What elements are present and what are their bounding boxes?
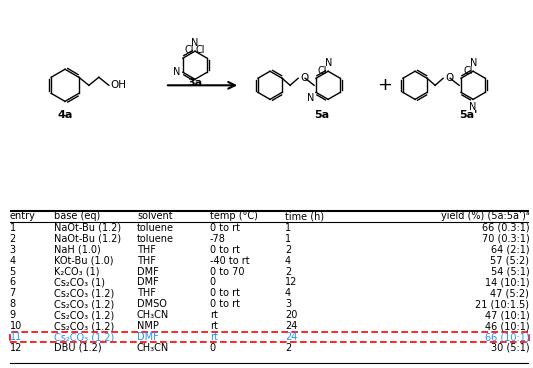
Text: 66 (0.3:1): 66 (0.3:1) — [482, 223, 529, 233]
Text: N: N — [173, 67, 180, 77]
Text: 2: 2 — [285, 266, 291, 276]
Text: DBU (1.2): DBU (1.2) — [54, 343, 101, 353]
Text: 4: 4 — [285, 289, 291, 298]
Text: entry: entry — [10, 211, 36, 222]
Text: 70 (0.3:1): 70 (0.3:1) — [481, 234, 529, 244]
Text: yield (%) (5a:5a’)ᵃ: yield (%) (5a:5a’)ᵃ — [441, 211, 529, 222]
Text: Cs₂CO₃ (1.2): Cs₂CO₃ (1.2) — [54, 289, 114, 298]
Text: toluene: toluene — [137, 234, 174, 244]
Text: DMF: DMF — [137, 332, 159, 342]
Text: O: O — [445, 73, 454, 83]
Text: THF: THF — [137, 289, 156, 298]
Text: time (h): time (h) — [285, 211, 324, 222]
Text: THF: THF — [137, 245, 156, 255]
Text: rt: rt — [209, 310, 217, 320]
Text: DMSO: DMSO — [137, 299, 167, 309]
Text: 8: 8 — [10, 299, 15, 309]
Text: K₂CO₃ (1): K₂CO₃ (1) — [54, 266, 99, 276]
Text: N: N — [326, 58, 333, 68]
Text: 1: 1 — [10, 223, 15, 233]
Text: 0 to rt: 0 to rt — [209, 223, 240, 233]
Text: NMP: NMP — [137, 321, 159, 331]
Text: N: N — [471, 58, 478, 68]
Text: THF: THF — [137, 256, 156, 266]
Text: OH: OH — [111, 80, 127, 90]
Text: 4: 4 — [10, 256, 15, 266]
Text: -78: -78 — [209, 234, 225, 244]
Text: base (eq): base (eq) — [54, 211, 100, 222]
Text: 9: 9 — [10, 310, 15, 320]
Text: NaH (1.0): NaH (1.0) — [54, 245, 101, 255]
Text: NaOt-Bu (1.2): NaOt-Bu (1.2) — [54, 223, 121, 233]
Text: Cl: Cl — [185, 45, 195, 55]
Text: 0 to rt: 0 to rt — [209, 299, 240, 309]
Text: 0: 0 — [209, 277, 216, 287]
Text: 12: 12 — [10, 343, 22, 353]
Text: 1: 1 — [285, 234, 291, 244]
Text: 4a: 4a — [58, 110, 72, 120]
Text: toluene: toluene — [137, 223, 174, 233]
Text: Cl: Cl — [196, 45, 205, 55]
Text: 0 to 70: 0 to 70 — [209, 266, 244, 276]
Text: 2: 2 — [285, 343, 291, 353]
Text: CH₃CN: CH₃CN — [137, 343, 169, 353]
Text: 6: 6 — [10, 277, 15, 287]
Text: 47 (10:1): 47 (10:1) — [484, 310, 529, 320]
Text: +: + — [377, 76, 392, 94]
Text: 3a: 3a — [188, 78, 203, 88]
Text: rt: rt — [209, 332, 217, 342]
Text: 0 to rt: 0 to rt — [209, 245, 240, 255]
Text: Cs₂CO₃ (1.2): Cs₂CO₃ (1.2) — [54, 332, 114, 342]
Text: 66 (10:1): 66 (10:1) — [484, 332, 529, 342]
Text: N: N — [470, 102, 477, 112]
Text: 5a': 5a' — [459, 110, 478, 120]
Text: Cs₂CO₃ (1.2): Cs₂CO₃ (1.2) — [54, 310, 114, 320]
Text: KOt-Bu (1.0): KOt-Bu (1.0) — [54, 256, 114, 266]
Text: 0: 0 — [209, 343, 216, 353]
Text: 2: 2 — [285, 245, 291, 255]
Text: DMF: DMF — [137, 266, 159, 276]
Text: 24: 24 — [285, 321, 297, 331]
Text: temp (°C): temp (°C) — [209, 211, 257, 222]
Text: 5: 5 — [10, 266, 16, 276]
Text: 10: 10 — [10, 321, 22, 331]
Text: 47 (5:2): 47 (5:2) — [490, 289, 529, 298]
Text: 64 (2:1): 64 (2:1) — [491, 245, 529, 255]
Text: 57 (5:2): 57 (5:2) — [490, 256, 529, 266]
Text: 24: 24 — [285, 332, 297, 342]
Text: Cs₂CO₃ (1.2): Cs₂CO₃ (1.2) — [54, 321, 114, 331]
Text: NaOt-Bu (1.2): NaOt-Bu (1.2) — [54, 234, 121, 244]
Text: 2: 2 — [10, 234, 16, 244]
Text: N: N — [306, 93, 314, 103]
Text: 7: 7 — [10, 289, 16, 298]
Text: O: O — [300, 73, 309, 83]
Text: Cl: Cl — [463, 66, 472, 76]
Text: 3: 3 — [285, 299, 291, 309]
Text: solvent: solvent — [137, 211, 173, 222]
Text: N: N — [191, 38, 199, 48]
Text: 3: 3 — [10, 245, 15, 255]
Text: 54 (5:1): 54 (5:1) — [490, 266, 529, 276]
Text: 14 (10:1): 14 (10:1) — [484, 277, 529, 287]
Text: 5a: 5a — [314, 110, 330, 120]
Text: 30 (5:1): 30 (5:1) — [491, 343, 529, 353]
Text: 11: 11 — [10, 332, 22, 342]
Text: 21 (10:1.5): 21 (10:1.5) — [475, 299, 529, 309]
Text: 46 (10:1): 46 (10:1) — [484, 321, 529, 331]
Text: 4: 4 — [285, 256, 291, 266]
Bar — [10, 332, 529, 342]
Text: CH₃CN: CH₃CN — [137, 310, 169, 320]
Text: Cs₂CO₃ (1): Cs₂CO₃ (1) — [54, 277, 105, 287]
Text: 1: 1 — [285, 223, 291, 233]
Text: 12: 12 — [285, 277, 297, 287]
Text: DMF: DMF — [137, 277, 159, 287]
Text: Cs₂CO₃ (1.2): Cs₂CO₃ (1.2) — [54, 299, 114, 309]
Text: -40 to rt: -40 to rt — [209, 256, 249, 266]
Text: 0 to rt: 0 to rt — [209, 289, 240, 298]
Text: rt: rt — [209, 321, 217, 331]
Text: 20: 20 — [285, 310, 297, 320]
Text: Cl: Cl — [318, 66, 327, 76]
